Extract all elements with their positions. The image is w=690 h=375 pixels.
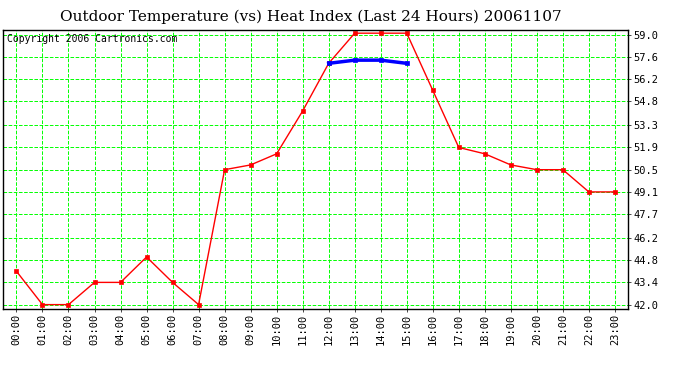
Text: Copyright 2006 Cartronics.com: Copyright 2006 Cartronics.com <box>7 34 177 44</box>
Text: Outdoor Temperature (vs) Heat Index (Last 24 Hours) 20061107: Outdoor Temperature (vs) Heat Index (Las… <box>60 9 561 24</box>
